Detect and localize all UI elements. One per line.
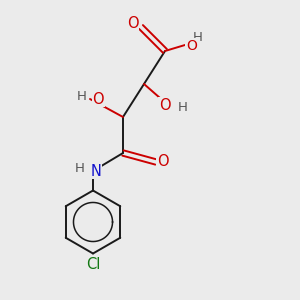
Text: H: H <box>75 162 85 175</box>
Text: H: H <box>77 89 87 103</box>
Text: O: O <box>93 92 104 106</box>
Text: O: O <box>127 16 138 32</box>
Text: Cl: Cl <box>86 257 100 272</box>
Text: O: O <box>157 154 168 169</box>
Text: O: O <box>186 39 197 52</box>
Text: O: O <box>159 98 171 112</box>
Text: H: H <box>193 31 202 44</box>
Text: N: N <box>91 164 101 178</box>
Text: H: H <box>178 101 188 114</box>
